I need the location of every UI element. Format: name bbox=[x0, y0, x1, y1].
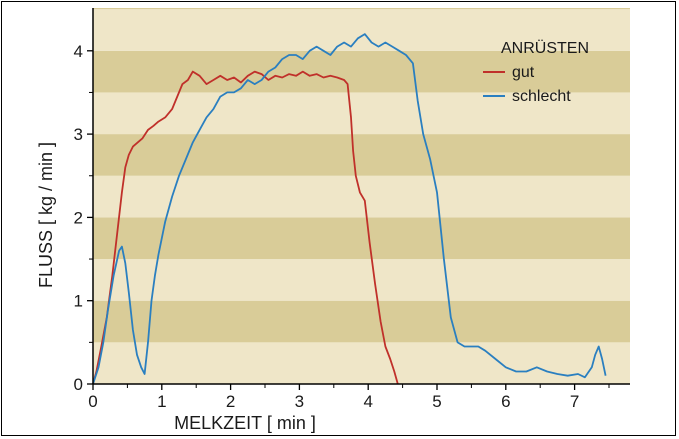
legend: ANRÜSTEN gut schlecht bbox=[483, 39, 589, 105]
y-tick-label: 1 bbox=[74, 292, 83, 311]
series-line-schlecht bbox=[92, 33, 607, 385]
y-tick-label: 4 bbox=[74, 42, 83, 61]
x-tick-label: 5 bbox=[432, 392, 441, 411]
background-band bbox=[93, 134, 630, 176]
y-axis-label: FLUSS [ kg / min ] bbox=[36, 142, 56, 288]
y-tick-label: 0 bbox=[74, 375, 83, 394]
x-tick-label: 3 bbox=[295, 392, 304, 411]
x-tick-label: 0 bbox=[88, 392, 97, 411]
background-band bbox=[93, 9, 630, 51]
series-line-gut bbox=[92, 70, 399, 385]
legend-title: ANRÜSTEN bbox=[501, 39, 589, 57]
y-tick-label: 2 bbox=[74, 208, 83, 227]
x-tick-label: 2 bbox=[226, 392, 235, 411]
background-band bbox=[93, 217, 630, 260]
x-tick-label: 4 bbox=[363, 392, 372, 411]
series-group bbox=[92, 33, 607, 385]
background-band bbox=[93, 259, 630, 301]
background-band bbox=[93, 342, 630, 384]
background-band bbox=[93, 92, 630, 135]
x-tick-label: 7 bbox=[570, 392, 579, 411]
y-tick-label: 3 bbox=[74, 125, 83, 144]
ticks-group: 0 1 2 3 4 5 6 7 0 1 2 3 4 bbox=[74, 42, 610, 411]
background-band bbox=[93, 8, 630, 10]
background-band bbox=[93, 50, 630, 93]
x-axis-label: MELKZEIT [ min ] bbox=[174, 413, 316, 433]
legend-label-gut: gut bbox=[512, 64, 535, 81]
background-band bbox=[93, 300, 630, 343]
background-bands bbox=[93, 8, 630, 384]
legend-label-schlecht: schlecht bbox=[512, 88, 571, 105]
x-tick-label: 6 bbox=[501, 392, 510, 411]
x-tick-label: 1 bbox=[157, 392, 166, 411]
